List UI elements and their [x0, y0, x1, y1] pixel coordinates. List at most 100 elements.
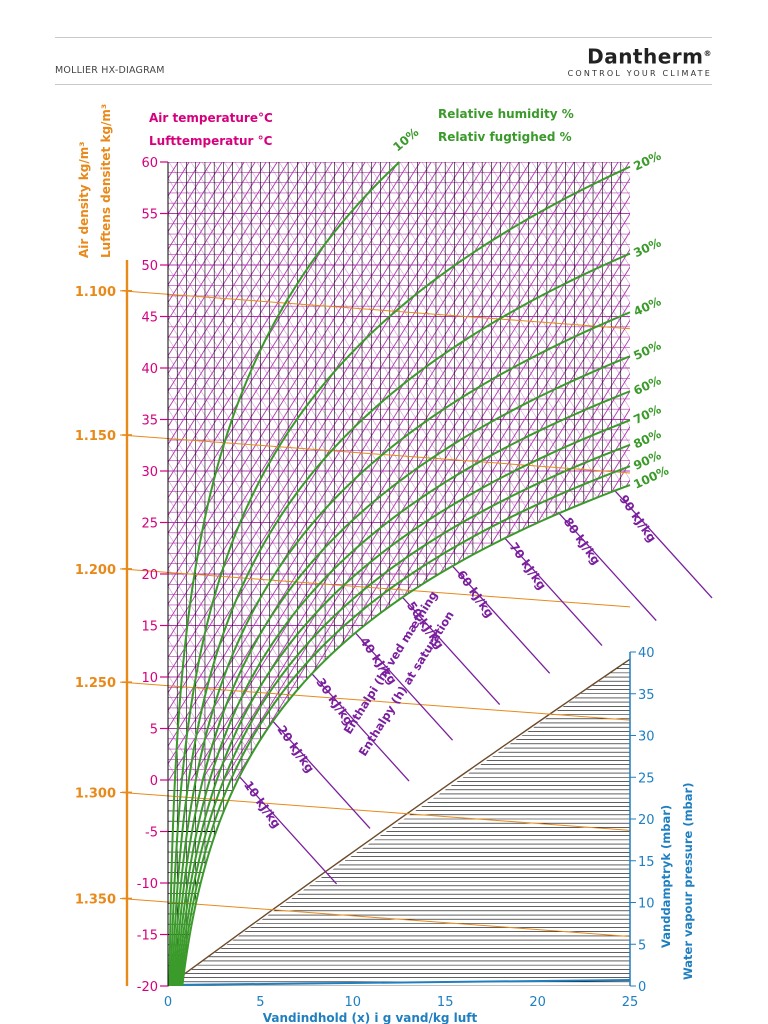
temperature-tick-label: 45	[141, 311, 158, 326]
hatch-line	[0, 162, 79, 780]
enthalpy-label: 10 kJ/kg	[241, 778, 284, 830]
humidity-curve	[174, 355, 631, 987]
temperature-tick-label: -5	[145, 826, 158, 841]
hatch-line	[0, 162, 2, 780]
hatch-line	[0, 162, 13, 780]
pressure-tick-label: 40	[638, 646, 655, 661]
temperature-tick-label: 55	[141, 208, 158, 223]
hatch-line	[719, 162, 768, 780]
hatch-line	[0, 162, 145, 780]
enthalpy-line	[558, 512, 657, 621]
hatch-line	[730, 162, 768, 780]
top-rule	[55, 37, 712, 38]
hatch-line	[0, 162, 46, 780]
temperature-tick-label: 10	[141, 671, 158, 686]
hatch-line	[697, 162, 768, 780]
density-line	[119, 290, 631, 330]
brand-logo: Dantherm® CONTROL YOUR CLIMATE	[568, 43, 712, 78]
moisture-tick-label: 0	[164, 995, 172, 1010]
density-line	[119, 568, 631, 608]
temperature-tick-label: 30	[141, 465, 158, 480]
humidity-curve	[171, 252, 631, 987]
hatch-line	[675, 162, 768, 780]
temperature-label-dk: Lufttemperatur °C	[149, 134, 273, 148]
humidity-label: 50%	[631, 338, 663, 363]
hatch-line	[0, 162, 2, 780]
temperature-tick-label: 25	[141, 517, 158, 532]
brand-tagline: CONTROL YOUR CLIMATE	[567, 68, 712, 78]
temperature-tick-label: 60	[141, 156, 158, 171]
hatch-line	[0, 162, 13, 780]
hatch-line	[0, 162, 57, 780]
temperature-tick-label: 40	[141, 362, 158, 377]
hatch-line	[741, 162, 768, 780]
pressure-label-dk: Vanddamptryk (mbar)	[659, 805, 673, 948]
temperature-tick-label: 5	[150, 723, 158, 738]
humidity-label-dk: Relativ fugtighed %	[438, 130, 572, 144]
density-label-en: Air density kg/m³	[77, 142, 91, 258]
hatch-line	[664, 162, 768, 780]
hatch-line	[0, 162, 145, 780]
humidity-layer	[168, 161, 631, 987]
enthalpy-label: 70 kJ/kg	[506, 540, 549, 592]
temperature-tick-label: -20	[137, 980, 158, 995]
pressure-tick-label: 0	[638, 980, 646, 995]
enthalpy-line	[504, 537, 603, 646]
enthalpy-line	[272, 720, 371, 829]
hatch-line	[0, 162, 24, 780]
humidity-curve	[177, 419, 631, 987]
enthalpy-line	[452, 565, 551, 674]
header-rule	[55, 84, 712, 85]
humidity-label: 40%	[631, 294, 663, 319]
hatch-line	[0, 162, 68, 780]
humidity-curve	[169, 165, 631, 987]
enthalpy-layer	[238, 490, 713, 885]
pressure-label-en: Water vapour pressure (mbar)	[681, 783, 695, 980]
enthalpy-line	[354, 632, 454, 741]
pressure-tick-label: 5	[638, 938, 646, 953]
density-tick-label: 1.200	[75, 563, 116, 578]
vapour-pressure-curve	[167, 658, 631, 987]
temperature-tick-label: 15	[141, 620, 158, 635]
humidity-label: 70%	[631, 402, 663, 427]
pressure-tick-label: 30	[638, 730, 655, 745]
hatch-line	[0, 162, 68, 780]
hatch-line	[752, 162, 768, 780]
axis-layer	[122, 161, 636, 987]
temperature-tick-label: 50	[141, 259, 158, 274]
hatch-line	[752, 162, 768, 780]
pressure-tick-label: 20	[638, 813, 655, 828]
hatch-line	[763, 162, 768, 780]
humidity-label: 80%	[631, 427, 663, 452]
brand-name: Dantherm®	[587, 44, 712, 69]
hatch-line	[697, 162, 768, 780]
humidity-label: 20%	[631, 149, 663, 174]
enthalpy-line	[311, 673, 410, 782]
hatch-line	[675, 162, 768, 780]
hatch-line	[719, 162, 768, 780]
moisture-tick-label: 5	[256, 995, 264, 1010]
density-tick-label: 1.250	[75, 676, 116, 691]
hatch-line	[608, 162, 630, 781]
pressure-tick-label: 25	[638, 771, 655, 786]
hatch-line	[0, 162, 35, 780]
hatch-line	[0, 162, 57, 780]
temperature-label-en: Air temperature°C	[149, 111, 273, 125]
moisture-tick-label: 10	[345, 995, 362, 1010]
hatch-line	[0, 162, 46, 780]
hatch-line	[664, 162, 768, 780]
hatch-line	[730, 162, 768, 780]
zero-pressure-line	[167, 979, 631, 986]
density-line	[119, 434, 631, 474]
density-tick-label: 1.300	[75, 786, 116, 801]
hatch-line	[0, 162, 24, 780]
humidity-curve	[178, 443, 631, 987]
humidity-curve	[175, 390, 631, 987]
hatch-line	[763, 162, 768, 780]
density-line	[119, 897, 631, 937]
hatch-line	[608, 162, 630, 781]
humidity-label: 30%	[631, 235, 663, 260]
pressure-tick-label: 10	[638, 897, 655, 912]
pressure-tick-label: 15	[638, 855, 655, 870]
